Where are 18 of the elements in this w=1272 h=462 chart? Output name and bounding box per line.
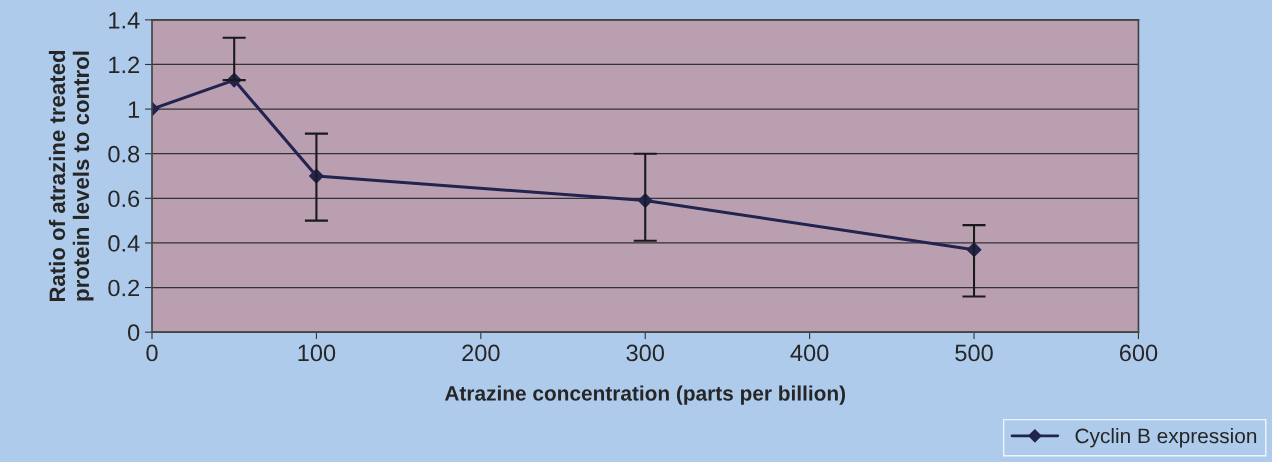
x-tick-label: 100 — [298, 344, 336, 362]
y-tick-label: 0.6 — [108, 190, 140, 208]
y-tick-label: 1.4 — [109, 12, 140, 29]
y-tick-label: 0 — [127, 324, 140, 341]
x-tick-label: 300 — [626, 344, 664, 362]
x-axis-title: Atrazine concentration (parts per billion) — [444, 385, 846, 405]
x-tick-label: 0 — [146, 344, 158, 362]
x-tick-label: 600 — [1119, 344, 1158, 362]
y-tick-label: 0.4 — [108, 235, 140, 252]
y-tick-label: 1 — [128, 101, 140, 118]
legend-label: Cyclin B expression — [1075, 428, 1257, 448]
x-tick-label: 400 — [790, 344, 829, 362]
y-axis-title: Ratio of atrazine treated protein levels to control — [48, 50, 94, 302]
y-tick-label: 1.2 — [109, 56, 140, 74]
x-tick-label: 200 — [462, 344, 500, 362]
y-tick-label: 0.2 — [108, 279, 140, 297]
x-tick-label: 500 — [955, 344, 993, 362]
y-tick-label: 0.8 — [108, 145, 140, 163]
